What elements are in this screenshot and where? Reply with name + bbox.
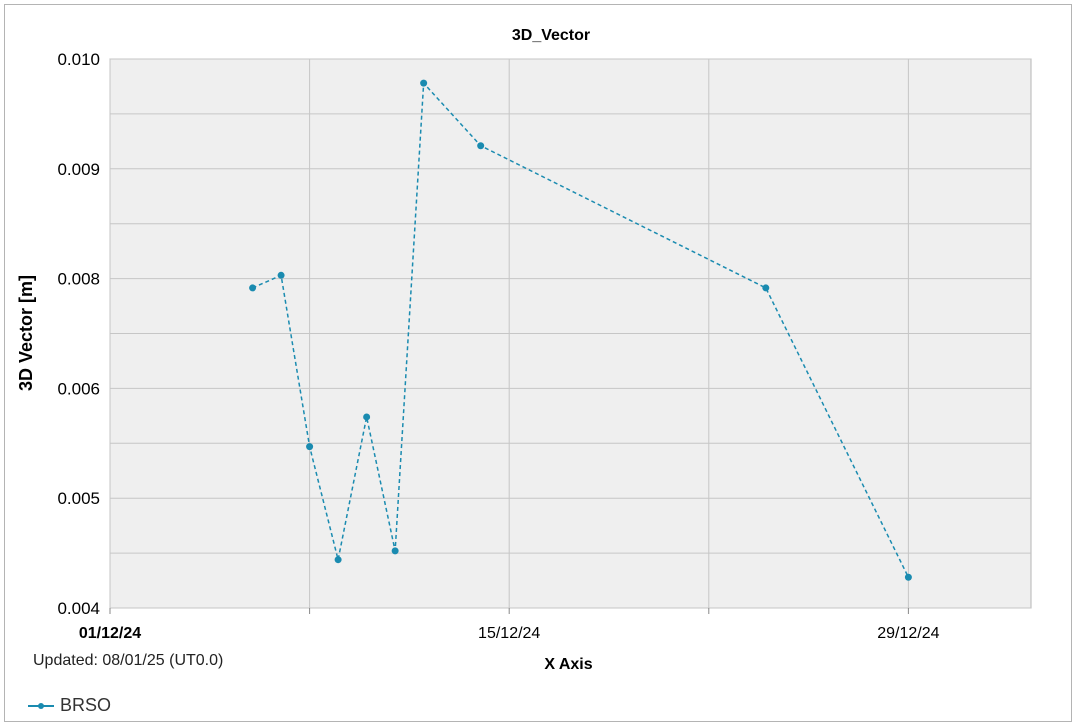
updated-label: Updated: 08/01/25 (UT0.0) (33, 652, 224, 669)
x-tick-label: 15/12/24 (478, 625, 540, 642)
legend-label-brso: BRSO (60, 695, 112, 715)
x-tick-label: 01/12/24 (79, 625, 141, 642)
chart-title: 3D_Vector (512, 27, 590, 44)
legend-line-marker (28, 702, 54, 709)
data-point (363, 413, 371, 421)
axes: 0.004 0.005 0.006 0.008 0.009 0.010 01/12/24 15… (57, 50, 939, 642)
data-point (391, 547, 399, 555)
series-layer (249, 79, 912, 581)
y-tick-label: 0.006 (57, 379, 100, 398)
y-axis-label: 3D Vector [m] (16, 275, 36, 391)
data-point (277, 271, 285, 279)
data-point (904, 573, 912, 581)
y-tick-label: 0.010 (57, 50, 100, 69)
data-point (762, 284, 770, 292)
data-point (420, 79, 428, 87)
data-point (306, 443, 314, 451)
y-tick-label: 0.005 (57, 489, 100, 508)
data-point (249, 284, 257, 292)
data-point (477, 142, 485, 150)
x-tick-label: 29/12/24 (877, 625, 939, 642)
x-axis-label: X Axis (544, 656, 593, 673)
y-tick-label: 0.004 (57, 599, 100, 618)
y-tick-label: 0.009 (57, 160, 100, 179)
y-tick-label: 0.008 (57, 270, 100, 289)
series-line-brso (252, 81, 910, 578)
legend: BRSO (28, 695, 111, 716)
legend-dot-marker (38, 702, 44, 709)
grid (109, 58, 1031, 609)
data-point (334, 556, 342, 564)
